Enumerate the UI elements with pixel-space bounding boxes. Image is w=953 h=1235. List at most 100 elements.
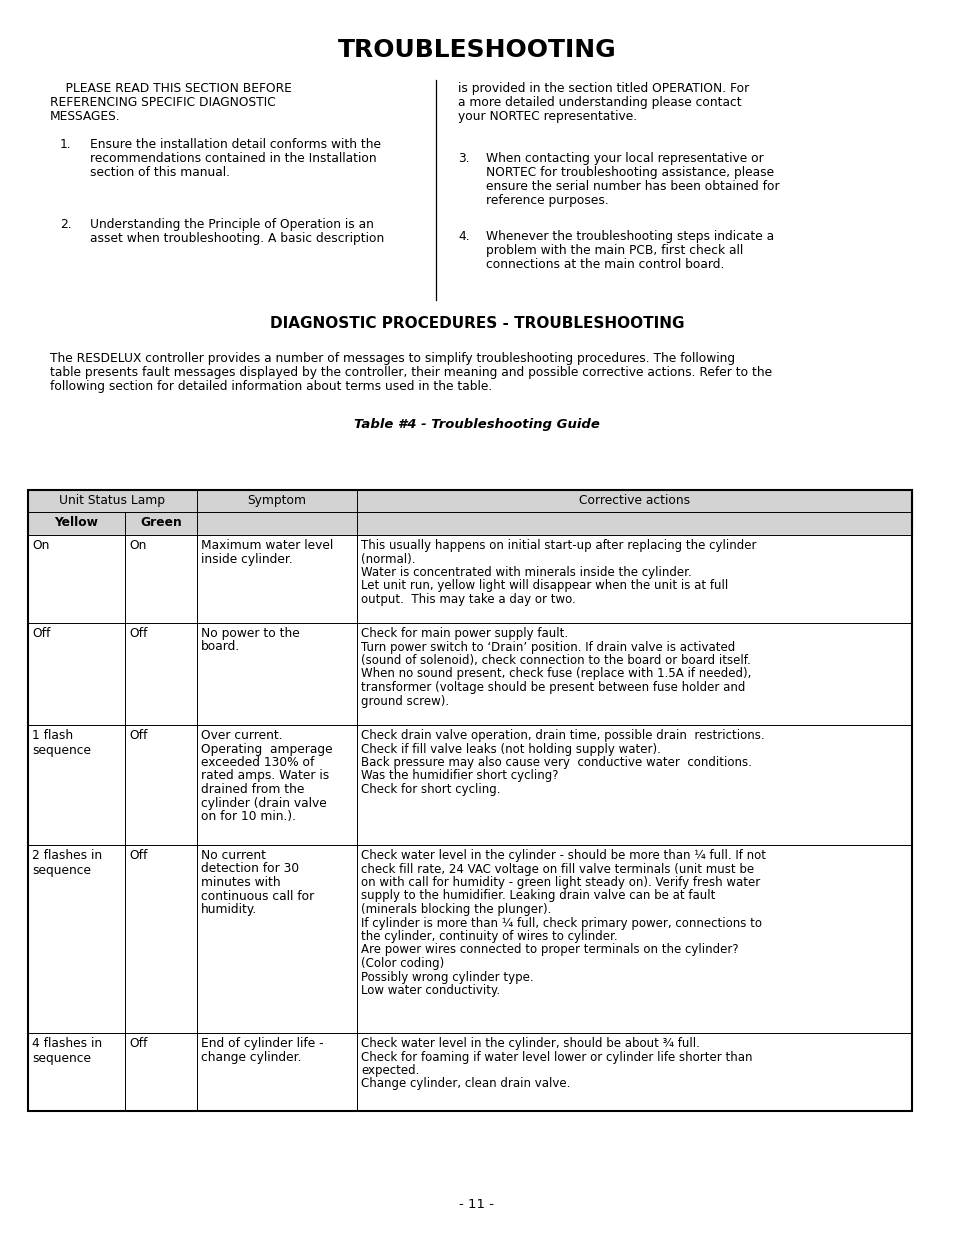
Bar bbox=[28, 725, 911, 845]
Text: expected.: expected. bbox=[360, 1065, 419, 1077]
Text: exceeded 130% of: exceeded 130% of bbox=[201, 756, 314, 769]
Text: Corrective actions: Corrective actions bbox=[578, 494, 689, 508]
Text: TROUBLESHOOTING: TROUBLESHOOTING bbox=[337, 38, 616, 62]
Text: Check water level in the cylinder, should be about ¾ full.: Check water level in the cylinder, shoul… bbox=[360, 1037, 700, 1050]
Text: No power to the: No power to the bbox=[201, 627, 299, 640]
Text: This usually happens on initial start-up after replacing the cylinder: This usually happens on initial start-up… bbox=[360, 538, 756, 552]
Text: PLEASE READ THIS SECTION BEFORE: PLEASE READ THIS SECTION BEFORE bbox=[50, 82, 292, 95]
Text: Whenever the troubleshooting steps indicate a: Whenever the troubleshooting steps indic… bbox=[485, 230, 773, 243]
Text: recommendations contained in the Installation: recommendations contained in the Install… bbox=[90, 152, 376, 165]
Text: asset when troubleshooting. A basic description: asset when troubleshooting. A basic desc… bbox=[90, 232, 384, 245]
Text: section of this manual.: section of this manual. bbox=[90, 165, 230, 179]
Text: 4 flashes in
sequence: 4 flashes in sequence bbox=[32, 1037, 102, 1065]
Text: rated amps. Water is: rated amps. Water is bbox=[201, 769, 329, 783]
Text: continuous call for: continuous call for bbox=[201, 889, 314, 903]
Text: the cylinder, continuity of wires to cylinder.: the cylinder, continuity of wires to cyl… bbox=[360, 930, 617, 944]
Text: Maximum water level: Maximum water level bbox=[201, 538, 333, 552]
Text: reference purposes.: reference purposes. bbox=[485, 194, 608, 207]
Text: Off: Off bbox=[129, 1037, 147, 1050]
Text: output.  This may take a day or two.: output. This may take a day or two. bbox=[360, 593, 576, 606]
Text: Possibly wrong cylinder type.: Possibly wrong cylinder type. bbox=[360, 971, 533, 983]
Text: When no sound present, check fuse (replace with 1.5A if needed),: When no sound present, check fuse (repla… bbox=[360, 667, 751, 680]
Text: Check for short cycling.: Check for short cycling. bbox=[360, 783, 500, 797]
Text: Over current.: Over current. bbox=[201, 729, 282, 742]
Bar bbox=[28, 490, 911, 1112]
Text: NORTEC for troubleshooting assistance, please: NORTEC for troubleshooting assistance, p… bbox=[485, 165, 773, 179]
Text: following section for detailed information about terms used in the table.: following section for detailed informati… bbox=[50, 380, 492, 393]
Bar bbox=[125, 513, 196, 535]
Text: On: On bbox=[129, 538, 146, 552]
Text: 1.: 1. bbox=[60, 138, 71, 151]
Text: Ensure the installation detail conforms with the: Ensure the installation detail conforms … bbox=[90, 138, 380, 151]
Text: (normal).: (normal). bbox=[360, 552, 416, 566]
Text: connections at the main control board.: connections at the main control board. bbox=[485, 258, 723, 270]
Bar bbox=[28, 490, 196, 513]
Text: on with call for humidity - green light steady on). Verify fresh water: on with call for humidity - green light … bbox=[360, 876, 760, 889]
Text: ground screw).: ground screw). bbox=[360, 694, 449, 708]
Text: humidity.: humidity. bbox=[201, 903, 257, 916]
Text: Green: Green bbox=[140, 516, 182, 529]
Text: Off: Off bbox=[129, 729, 147, 742]
Text: cylinder (drain valve: cylinder (drain valve bbox=[201, 797, 327, 809]
Text: on for 10 min.).: on for 10 min.). bbox=[201, 810, 295, 823]
Text: Check water level in the cylinder - should be more than ¼ full. If not: Check water level in the cylinder - shou… bbox=[360, 848, 765, 862]
Text: minutes with: minutes with bbox=[201, 876, 280, 889]
Text: detection for 30: detection for 30 bbox=[201, 862, 299, 876]
Text: table presents fault messages displayed by the controller, their meaning and pos: table presents fault messages displayed … bbox=[50, 366, 771, 379]
Text: Let unit run, yellow light will disappear when the unit is at full: Let unit run, yellow light will disappea… bbox=[360, 579, 727, 593]
Text: drained from the: drained from the bbox=[201, 783, 304, 797]
Bar bbox=[28, 845, 911, 1032]
Bar bbox=[28, 535, 911, 622]
Text: change cylinder.: change cylinder. bbox=[201, 1051, 301, 1063]
Text: MESSAGES.: MESSAGES. bbox=[50, 110, 120, 124]
Text: Was the humidifier short cycling?: Was the humidifier short cycling? bbox=[360, 769, 558, 783]
Text: Check for main power supply fault.: Check for main power supply fault. bbox=[360, 627, 568, 640]
Text: 4.: 4. bbox=[457, 230, 469, 243]
Text: - 11 -: - 11 - bbox=[459, 1198, 494, 1212]
Text: Check if fill valve leaks (not holding supply water).: Check if fill valve leaks (not holding s… bbox=[360, 742, 660, 756]
Text: a more detailed understanding please contact: a more detailed understanding please con… bbox=[457, 96, 740, 109]
Text: your NORTEC representative.: your NORTEC representative. bbox=[457, 110, 637, 124]
Text: Water is concentrated with minerals inside the cylinder.: Water is concentrated with minerals insi… bbox=[360, 566, 691, 579]
Text: DIAGNOSTIC PROCEDURES - TROUBLESHOOTING: DIAGNOSTIC PROCEDURES - TROUBLESHOOTING bbox=[270, 316, 683, 331]
Bar bbox=[356, 513, 911, 535]
Text: Off: Off bbox=[32, 627, 51, 640]
Text: 2 flashes in
sequence: 2 flashes in sequence bbox=[32, 848, 102, 877]
Text: Yellow: Yellow bbox=[54, 516, 98, 529]
Text: supply to the humidifier. Leaking drain valve can be at fault: supply to the humidifier. Leaking drain … bbox=[360, 889, 715, 903]
Text: When contacting your local representative or: When contacting your local representativ… bbox=[485, 152, 763, 165]
Text: Table #4 - Troubleshooting Guide: Table #4 - Troubleshooting Guide bbox=[354, 417, 599, 431]
Text: is provided in the section titled OPERATION. For: is provided in the section titled OPERAT… bbox=[457, 82, 748, 95]
Text: ensure the serial number has been obtained for: ensure the serial number has been obtain… bbox=[485, 180, 779, 193]
Text: (sound of solenoid), check connection to the board or board itself.: (sound of solenoid), check connection to… bbox=[360, 655, 750, 667]
Text: Symptom: Symptom bbox=[247, 494, 306, 508]
Text: On: On bbox=[32, 538, 50, 552]
Text: problem with the main PCB, first check all: problem with the main PCB, first check a… bbox=[485, 245, 742, 257]
Text: End of cylinder life -: End of cylinder life - bbox=[201, 1037, 323, 1050]
Text: The RESDELUX controller provides a number of messages to simplify troubleshootin: The RESDELUX controller provides a numbe… bbox=[50, 352, 735, 366]
Text: REFERENCING SPECIFIC DIAGNOSTIC: REFERENCING SPECIFIC DIAGNOSTIC bbox=[50, 96, 275, 109]
Text: Off: Off bbox=[129, 848, 147, 862]
Text: Turn power switch to ‘Drain’ position. If drain valve is activated: Turn power switch to ‘Drain’ position. I… bbox=[360, 641, 735, 653]
Text: Unit Status Lamp: Unit Status Lamp bbox=[59, 494, 165, 508]
Text: 2.: 2. bbox=[60, 219, 71, 231]
Bar bbox=[28, 513, 125, 535]
Text: board.: board. bbox=[201, 641, 240, 653]
Text: Are power wires connected to proper terminals on the cylinder?: Are power wires connected to proper term… bbox=[360, 944, 738, 956]
Text: No current: No current bbox=[201, 848, 266, 862]
Text: 3.: 3. bbox=[457, 152, 469, 165]
Text: Check for foaming if water level lower or cylinder life shorter than: Check for foaming if water level lower o… bbox=[360, 1051, 752, 1063]
Text: (minerals blocking the plunger).: (minerals blocking the plunger). bbox=[360, 903, 551, 916]
Text: Back pressure may also cause very  conductive water  conditions.: Back pressure may also cause very conduc… bbox=[360, 756, 751, 769]
Text: Low water conductivity.: Low water conductivity. bbox=[360, 984, 499, 997]
Bar bbox=[196, 513, 356, 535]
Text: inside cylinder.: inside cylinder. bbox=[201, 552, 293, 566]
Text: Operating  amperage: Operating amperage bbox=[201, 742, 333, 756]
Text: (Color coding): (Color coding) bbox=[360, 957, 444, 969]
Bar bbox=[356, 490, 911, 513]
Text: transformer (voltage should be present between fuse holder and: transformer (voltage should be present b… bbox=[360, 680, 744, 694]
Bar bbox=[28, 622, 911, 725]
Bar bbox=[196, 490, 356, 513]
Text: Change cylinder, clean drain valve.: Change cylinder, clean drain valve. bbox=[360, 1077, 570, 1091]
Text: Check drain valve operation, drain time, possible drain  restrictions.: Check drain valve operation, drain time,… bbox=[360, 729, 763, 742]
